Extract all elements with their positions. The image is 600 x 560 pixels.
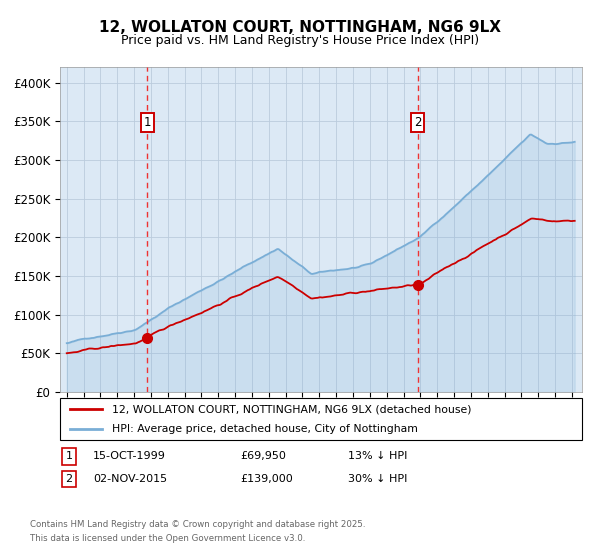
Text: 13% ↓ HPI: 13% ↓ HPI xyxy=(348,451,407,461)
Text: £69,950: £69,950 xyxy=(240,451,286,461)
Text: This data is licensed under the Open Government Licence v3.0.: This data is licensed under the Open Gov… xyxy=(30,534,305,543)
Text: 02-NOV-2015: 02-NOV-2015 xyxy=(93,474,167,484)
Text: 1: 1 xyxy=(143,116,151,129)
FancyBboxPatch shape xyxy=(60,398,582,440)
Text: 12, WOLLATON COURT, NOTTINGHAM, NG6 9LX (detached house): 12, WOLLATON COURT, NOTTINGHAM, NG6 9LX … xyxy=(112,404,472,414)
Text: Contains HM Land Registry data © Crown copyright and database right 2025.: Contains HM Land Registry data © Crown c… xyxy=(30,520,365,529)
Text: 15-OCT-1999: 15-OCT-1999 xyxy=(93,451,166,461)
Text: 1: 1 xyxy=(65,451,73,461)
Text: Price paid vs. HM Land Registry's House Price Index (HPI): Price paid vs. HM Land Registry's House … xyxy=(121,34,479,46)
Text: 30% ↓ HPI: 30% ↓ HPI xyxy=(348,474,407,484)
Text: 12, WOLLATON COURT, NOTTINGHAM, NG6 9LX: 12, WOLLATON COURT, NOTTINGHAM, NG6 9LX xyxy=(99,20,501,35)
Text: HPI: Average price, detached house, City of Nottingham: HPI: Average price, detached house, City… xyxy=(112,424,418,434)
Text: £139,000: £139,000 xyxy=(240,474,293,484)
Text: 2: 2 xyxy=(414,116,421,129)
Text: 2: 2 xyxy=(65,474,73,484)
